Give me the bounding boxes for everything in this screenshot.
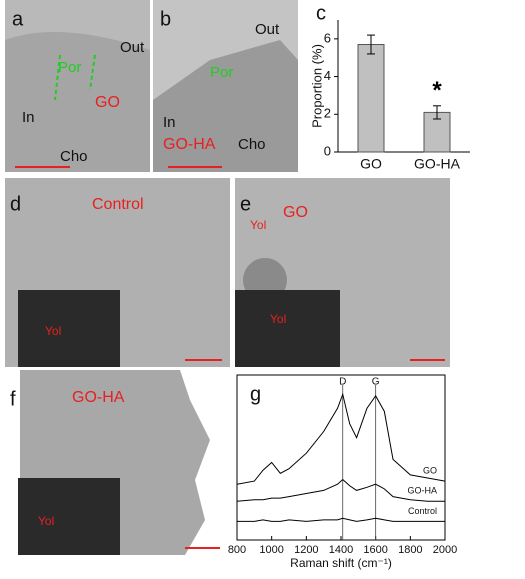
series-line [236, 478, 445, 502]
x-tick-label: 2000 [433, 544, 457, 556]
y-tick-label: 4 [324, 68, 331, 83]
x-tick-label: 1400 [329, 544, 353, 556]
label: Yol [38, 514, 54, 528]
label: In [163, 114, 176, 131]
reference-label: D [339, 377, 346, 388]
y-tick-label: 6 [324, 30, 331, 45]
series-label: GO-HA [407, 486, 437, 496]
label: GO [283, 204, 308, 221]
series-label: Control [408, 506, 437, 516]
x-tick-label: 1600 [363, 544, 387, 556]
y-label: Proportion (%) [309, 44, 324, 128]
panel-label: c [316, 2, 326, 24]
inset [18, 290, 120, 367]
significance: * [432, 77, 442, 104]
reference-label: G [372, 377, 380, 388]
series-line [236, 392, 446, 485]
label: Yol [250, 218, 266, 232]
x-tick-label: GO-HA [414, 156, 461, 172]
label: Cho [238, 136, 266, 153]
series-label: GO [423, 465, 437, 475]
inset [235, 290, 340, 367]
bar [357, 44, 385, 153]
panel-d: d Control Yol [5, 178, 230, 367]
panel-label: f [10, 388, 16, 410]
label: Por [210, 64, 233, 81]
label: Por [58, 59, 81, 76]
series-line [237, 517, 445, 522]
panel-label: a [12, 8, 24, 30]
x-tick-label: GO [360, 156, 382, 172]
panel-b: b Out Por In GO-HA Cho [153, 0, 298, 172]
label: Out [120, 39, 145, 56]
x-label: Raman shift (cm⁻¹) [290, 556, 392, 570]
label: GO-HA [163, 136, 216, 153]
x-tick-label: 1000 [259, 544, 283, 556]
x-tick-label: 800 [228, 544, 246, 556]
tissue [5, 32, 150, 172]
panel-label: g [250, 383, 261, 405]
y-tick-label: 2 [324, 106, 331, 121]
panel-f: f GO-HA Yol [5, 370, 225, 555]
panel-label: e [240, 193, 251, 215]
inset [18, 478, 120, 555]
pore-edge [89, 54, 96, 91]
panel-a: a Out Por GO In Cho [5, 0, 150, 172]
panel-label: d [10, 193, 21, 215]
x-tick-label: 1800 [398, 544, 422, 556]
label: Yol [270, 312, 286, 326]
panel-label: b [160, 8, 171, 30]
label: In [22, 109, 35, 126]
x-tick-label: 1200 [294, 544, 318, 556]
label: GO [95, 94, 120, 111]
label: Control [92, 196, 144, 213]
y-tick-label: 0 [324, 143, 331, 158]
pore-edge [54, 54, 61, 101]
panel-e: e GO Yol Yol [235, 178, 450, 367]
label: GO-HA [72, 389, 125, 406]
label: Yol [45, 324, 61, 338]
tissue [153, 40, 298, 172]
label: Cho [60, 148, 88, 165]
label: Out [255, 21, 280, 38]
